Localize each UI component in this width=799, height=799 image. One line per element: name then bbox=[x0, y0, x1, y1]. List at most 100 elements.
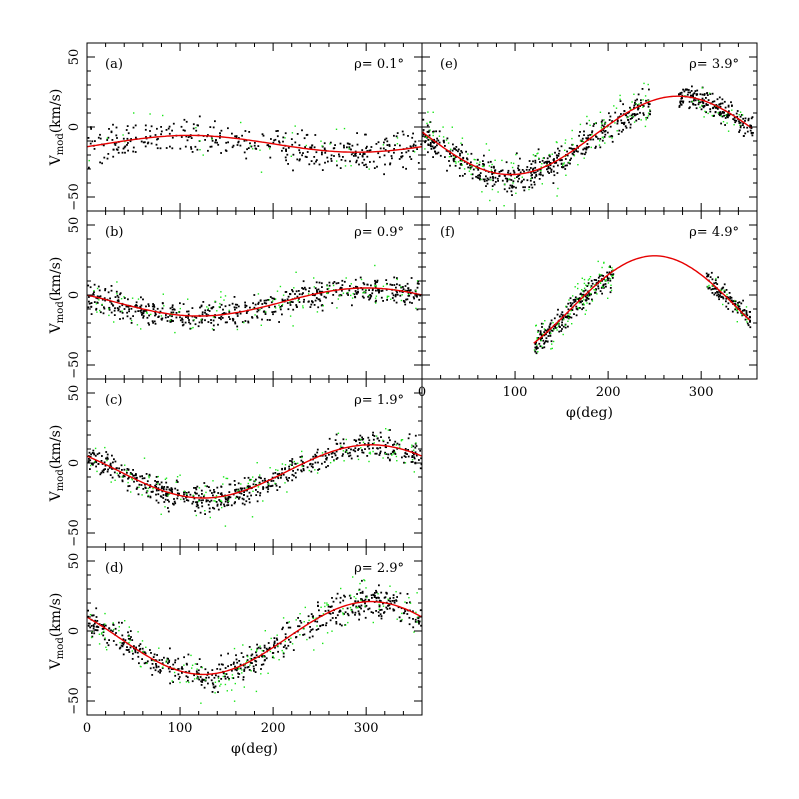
green-point bbox=[140, 328, 142, 330]
black-point bbox=[272, 472, 275, 475]
black-point bbox=[341, 279, 344, 282]
black-point bbox=[623, 121, 626, 124]
black-point bbox=[521, 169, 524, 171]
black-point bbox=[368, 149, 371, 152]
black-point bbox=[605, 285, 607, 288]
green-point bbox=[577, 307, 579, 309]
green-point bbox=[610, 284, 612, 286]
black-point bbox=[126, 646, 128, 648]
green-point bbox=[204, 485, 206, 487]
black-point bbox=[261, 655, 264, 658]
black-point bbox=[285, 149, 287, 151]
black-point bbox=[391, 292, 394, 295]
green-point bbox=[333, 460, 335, 462]
black-point bbox=[162, 302, 164, 305]
black-point bbox=[238, 137, 240, 139]
green-point bbox=[542, 323, 544, 325]
black-point bbox=[191, 502, 194, 505]
green-point bbox=[207, 307, 210, 310]
black-point bbox=[137, 493, 140, 496]
green-point bbox=[691, 100, 694, 103]
black-point bbox=[198, 321, 201, 324]
black-point bbox=[122, 137, 125, 140]
green-point bbox=[591, 300, 594, 302]
black-point bbox=[324, 450, 327, 453]
green-point bbox=[218, 306, 220, 308]
green-point bbox=[146, 662, 148, 665]
black-point bbox=[119, 310, 122, 313]
black-point bbox=[108, 639, 110, 641]
black-point bbox=[535, 348, 538, 350]
black-point bbox=[167, 316, 169, 318]
green-point bbox=[138, 486, 140, 488]
green-point bbox=[364, 288, 367, 291]
green-point bbox=[413, 471, 415, 473]
black-point bbox=[172, 320, 174, 322]
black-point bbox=[736, 311, 739, 314]
black-point bbox=[335, 291, 338, 293]
black-point bbox=[335, 597, 338, 600]
green-point bbox=[272, 300, 274, 302]
black-point bbox=[719, 291, 722, 294]
black-point bbox=[216, 504, 219, 507]
black-point bbox=[318, 298, 321, 301]
black-point bbox=[288, 477, 290, 479]
black-point bbox=[141, 477, 144, 480]
black-point bbox=[211, 306, 214, 309]
black-point bbox=[168, 500, 170, 503]
black-point bbox=[385, 279, 388, 281]
black-point bbox=[734, 308, 737, 311]
black-point bbox=[574, 296, 577, 299]
black-point bbox=[121, 304, 124, 307]
black-point bbox=[265, 302, 268, 305]
black-point bbox=[93, 625, 95, 628]
black-point bbox=[752, 132, 754, 134]
black-point bbox=[284, 636, 287, 639]
black-point bbox=[246, 495, 249, 498]
black-point bbox=[498, 175, 501, 177]
green-point bbox=[157, 482, 159, 485]
green-point bbox=[741, 114, 744, 116]
green-point bbox=[400, 299, 403, 302]
green-point bbox=[116, 292, 118, 295]
black-point bbox=[625, 126, 628, 129]
black-point bbox=[211, 682, 214, 685]
black-point bbox=[407, 455, 410, 458]
green-point bbox=[357, 606, 359, 609]
black-point bbox=[191, 307, 194, 309]
black-point bbox=[732, 118, 735, 120]
green-point bbox=[375, 302, 377, 304]
green-point bbox=[225, 477, 227, 480]
black-point bbox=[280, 476, 282, 479]
black-point bbox=[328, 281, 331, 284]
black-point bbox=[109, 297, 111, 300]
black-point bbox=[602, 275, 605, 277]
black-point bbox=[572, 153, 575, 156]
black-point bbox=[208, 500, 211, 503]
black-point bbox=[156, 654, 158, 656]
green-point bbox=[711, 114, 713, 117]
black-point bbox=[585, 146, 588, 149]
green-point bbox=[320, 606, 322, 608]
black-point bbox=[197, 669, 200, 672]
y-axis-title-unit: (km/s) bbox=[48, 425, 64, 470]
green-point bbox=[169, 314, 171, 316]
black-point bbox=[251, 653, 254, 656]
plot-area-a bbox=[87, 112, 422, 176]
black-point bbox=[226, 504, 228, 507]
black-point bbox=[552, 327, 555, 330]
black-point bbox=[378, 291, 380, 293]
black-point bbox=[417, 282, 420, 285]
black-point bbox=[248, 498, 251, 500]
black-point bbox=[500, 170, 502, 172]
green-point bbox=[162, 666, 164, 668]
black-point bbox=[554, 325, 556, 328]
black-point bbox=[588, 293, 591, 296]
black-point bbox=[334, 439, 337, 441]
black-point bbox=[408, 616, 411, 619]
black-point bbox=[276, 135, 279, 138]
black-point bbox=[525, 168, 528, 171]
black-point bbox=[155, 664, 158, 667]
black-point bbox=[723, 114, 725, 117]
black-point bbox=[378, 604, 381, 607]
